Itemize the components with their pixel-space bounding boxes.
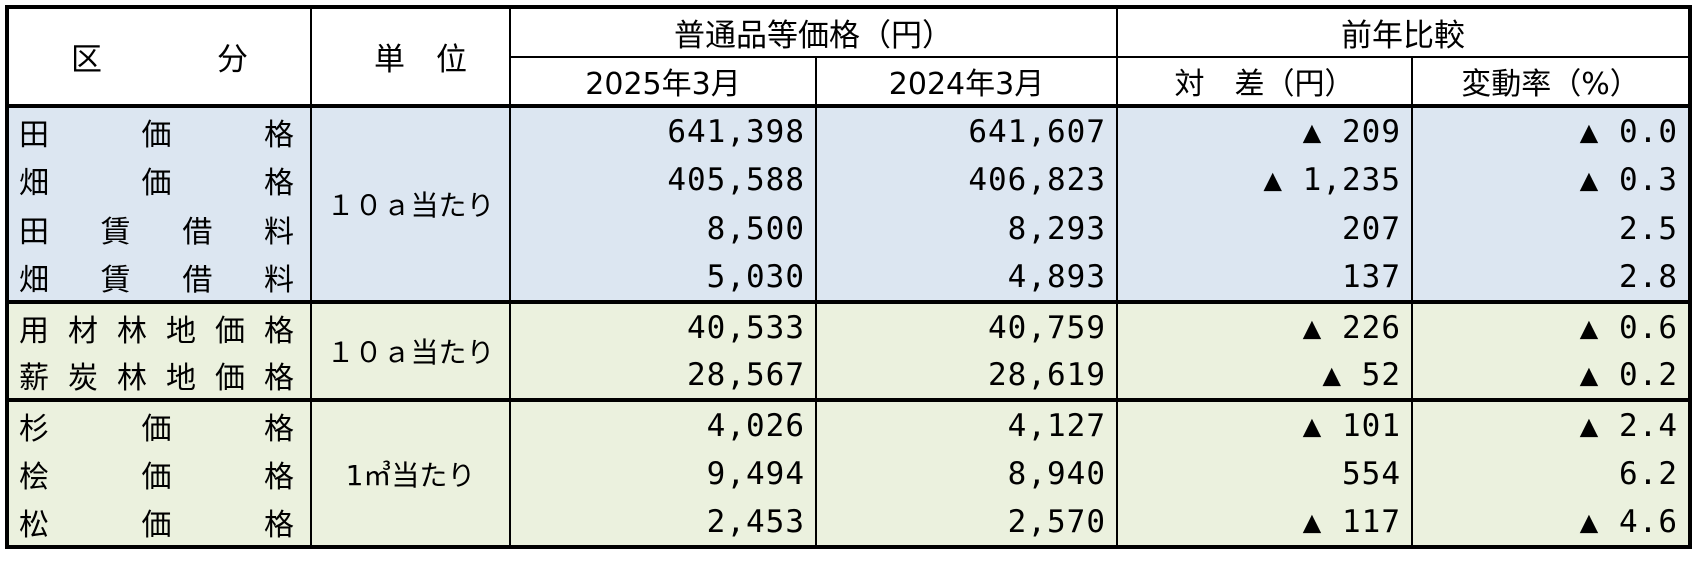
diff-cell: ▲ 209 — [1116, 106, 1413, 155]
group-forest-land: 用材林地価格 １０ａ当たり 40,533 40,759 ▲ 226 ▲ 0.6 … — [6, 302, 1691, 400]
price-2025-cell: 641,398 — [509, 106, 817, 155]
row-label: 杉価格 — [6, 400, 312, 449]
diff-cell: ▲ 1,235 — [1116, 155, 1413, 204]
header-price-group: 普通品等価格（円） — [509, 6, 1118, 58]
price-2024-cell: 641,607 — [815, 106, 1118, 155]
rate-cell: ▲ 4.6 — [1411, 498, 1691, 547]
diff-cell: ▲ 101 — [1116, 400, 1413, 449]
rate-cell: 2.5 — [1411, 204, 1691, 253]
price-2025-cell: 4,026 — [509, 400, 817, 449]
land-price-table: 区 分 単 位 普通品等価格（円） 前年比較 2025年3月 2024年3月 対… — [5, 5, 1692, 549]
header-comparison-group: 前年比較 — [1116, 6, 1691, 58]
table-row: 畑価格 405,588 406,823 ▲ 1,235 ▲ 0.3 — [6, 155, 1691, 204]
price-2024-cell: 2,570 — [815, 498, 1118, 547]
rate-cell: ▲ 0.6 — [1411, 302, 1691, 351]
unit-cell: １０ａ当たり — [310, 302, 511, 400]
price-2025-cell: 40,533 — [509, 302, 817, 351]
price-2025-cell: 8,500 — [509, 204, 817, 253]
price-2024-cell: 406,823 — [815, 155, 1118, 204]
table-row: 薪炭林地価格 28,567 28,619 ▲ 52 ▲ 0.2 — [6, 351, 1691, 400]
header-rate: 変動率（%） — [1411, 56, 1691, 107]
diff-cell: ▲ 52 — [1116, 351, 1413, 400]
diff-cell: ▲ 117 — [1116, 498, 1413, 547]
price-2025-cell: 2,453 — [509, 498, 817, 547]
header-row-groups: 区 分 単 位 普通品等価格（円） 前年比較 — [6, 6, 1691, 107]
rate-cell: ▲ 0.0 — [1411, 106, 1691, 155]
table-row: 田賃借料 8,500 8,293 207 2.5 — [6, 204, 1691, 253]
diff-cell: 207 — [1116, 204, 1413, 253]
price-2025-cell: 405,588 — [509, 155, 817, 204]
price-2024-cell: 8,940 — [815, 449, 1118, 498]
table-row: 畑賃借料 5,030 4,893 137 2.8 — [6, 253, 1691, 302]
diff-cell: 137 — [1116, 253, 1413, 302]
rate-cell: ▲ 2.4 — [1411, 400, 1691, 449]
diff-cell: ▲ 226 — [1116, 302, 1413, 351]
diff-cell: 554 — [1116, 449, 1413, 498]
group-farmland: 田価格 １０ａ当たり 641,398 641,607 ▲ 209 ▲ 0.0 畑… — [6, 106, 1691, 302]
row-label: 畑価格 — [6, 155, 312, 204]
table-row: 田価格 １０ａ当たり 641,398 641,607 ▲ 209 ▲ 0.0 — [6, 106, 1691, 302]
price-2024-cell: 8,293 — [815, 204, 1118, 253]
price-2024-cell: 28,619 — [815, 351, 1118, 400]
header-diff: 対 差（円） — [1116, 56, 1413, 107]
price-2024-cell: 4,893 — [815, 253, 1118, 302]
row-label: 用材林地価格 — [6, 302, 312, 351]
row-label: 松価格 — [6, 498, 312, 547]
table-row: 松価格 2,453 2,570 ▲ 117 ▲ 4.6 — [6, 498, 1691, 547]
header-2024: 2024年3月 — [815, 56, 1118, 107]
price-2024-cell: 40,759 — [815, 302, 1118, 351]
price-2025-cell: 5,030 — [509, 253, 817, 302]
rate-cell: 6.2 — [1411, 449, 1691, 498]
header-category: 区 分 — [6, 6, 312, 107]
table-row: 用材林地価格 １０ａ当たり 40,533 40,759 ▲ 226 ▲ 0.6 — [6, 302, 1691, 400]
rate-cell: 2.8 — [1411, 253, 1691, 302]
header-2025: 2025年3月 — [509, 56, 817, 107]
table-row: 桧価格 9,494 8,940 554 6.2 — [6, 449, 1691, 498]
table-header: 区 分 単 位 普通品等価格（円） 前年比較 2025年3月 2024年3月 対… — [6, 6, 1691, 107]
price-2024-cell: 4,127 — [815, 400, 1118, 449]
unit-cell: １０ａ当たり — [310, 106, 511, 302]
header-row-columns: 2025年3月 2024年3月 対 差（円） 変動率（%） — [7, 56, 1691, 107]
price-2025-cell: 28,567 — [509, 351, 817, 400]
row-label: 田賃借料 — [6, 204, 312, 253]
row-label: 桧価格 — [6, 449, 312, 498]
group-timber: 杉価格 1㎥当たり 4,026 4,127 ▲ 101 ▲ 2.4 桧価格 9,… — [6, 400, 1691, 547]
table-row: 杉価格 1㎥当たり 4,026 4,127 ▲ 101 ▲ 2.4 — [6, 400, 1691, 547]
row-label: 薪炭林地価格 — [6, 351, 312, 400]
row-label: 畑賃借料 — [6, 253, 312, 302]
unit-cell: 1㎥当たり — [310, 400, 511, 547]
price-2025-cell: 9,494 — [509, 449, 817, 498]
row-label: 田価格 — [6, 106, 312, 155]
rate-cell: ▲ 0.2 — [1411, 351, 1691, 400]
header-unit: 単 位 — [310, 6, 511, 107]
rate-cell: ▲ 0.3 — [1411, 155, 1691, 204]
